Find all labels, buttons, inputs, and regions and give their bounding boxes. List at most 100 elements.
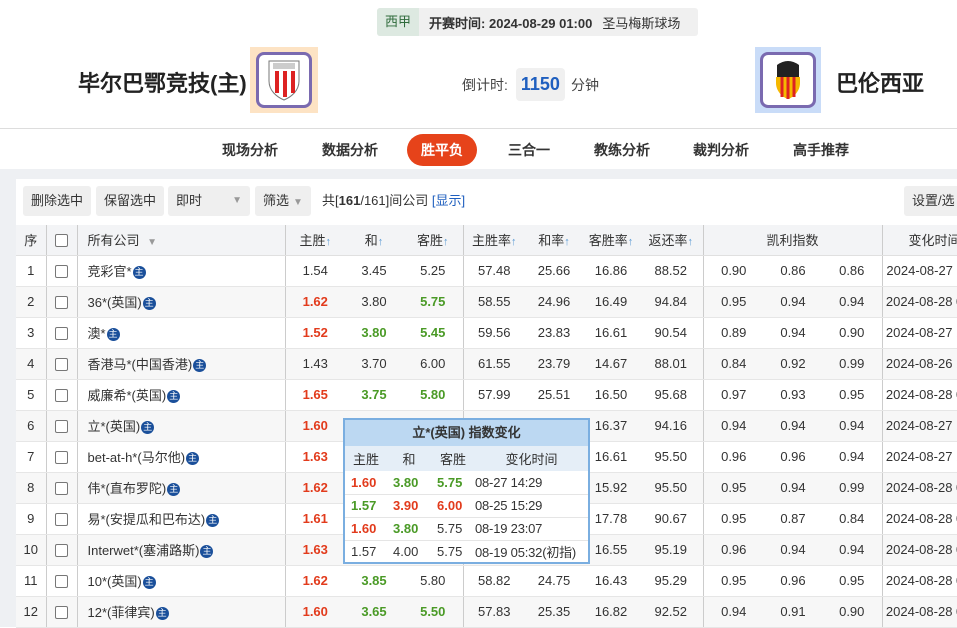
company-name[interactable]: 36*(英国) 主	[76, 286, 285, 318]
home-odds[interactable]: 1.43	[284, 348, 345, 380]
company-name[interactable]: 伟*(直布罗陀) 主	[76, 472, 285, 504]
table-row[interactable]: 11 10*(英国) 主 1.62 3.85 5.80 58.82 24.75 16.43 95.…	[16, 565, 957, 597]
draw-odds[interactable]: 3.75	[345, 379, 403, 411]
show-link[interactable]: [显示]	[431, 193, 466, 208]
draw-odds[interactable]: 3.70	[345, 348, 403, 380]
home-odds[interactable]: 1.65	[284, 379, 345, 411]
draw-odds[interactable]: 3.45	[345, 255, 403, 287]
company-name[interactable]: Interwet*(塞浦路斯) 主	[76, 534, 285, 566]
home-odds[interactable]: 1.60	[284, 596, 345, 628]
company-name[interactable]: 竞彩官* 主	[76, 255, 285, 287]
draw-odds[interactable]: 3.85	[345, 565, 403, 597]
home-odds[interactable]: 1.54	[284, 255, 345, 287]
draw-odds[interactable]: 3.80	[345, 286, 403, 318]
company-name[interactable]: 立*(英国) 主	[76, 410, 285, 442]
col-away[interactable]: 客胜↑	[403, 225, 463, 256]
settings-button[interactable]: 设置/选	[904, 186, 957, 216]
away-odds[interactable]: 5.45	[403, 317, 463, 349]
home-odds[interactable]: 1.62	[284, 565, 345, 597]
main-badge-icon[interactable]: 主	[106, 328, 120, 342]
row-checkbox[interactable]	[45, 565, 77, 597]
main-badge-icon[interactable]: 主	[193, 359, 207, 373]
row-checkbox[interactable]	[45, 503, 77, 535]
tab-1x2[interactable]: 胜平负	[407, 134, 477, 166]
row-checkbox[interactable]	[45, 255, 77, 287]
col-home[interactable]: 主胜↑	[284, 225, 345, 256]
tab-referee[interactable]: 裁判分析	[693, 142, 749, 158]
table-row[interactable]: 5 威廉希*(英国) 主 1.65 3.75 5.80 57.99 25.51 16.50 95.…	[16, 379, 957, 411]
main-badge-icon[interactable]: 主	[167, 483, 181, 497]
away-odds[interactable]: 5.25	[403, 255, 463, 287]
delete-selected-button[interactable]: 删除选中	[23, 186, 92, 216]
company-name[interactable]: 威廉希*(英国) 主	[76, 379, 285, 411]
home-odds[interactable]: 1.60	[284, 410, 345, 442]
main-badge-icon[interactable]: 主	[206, 514, 220, 528]
row-checkbox[interactable]	[45, 379, 77, 411]
table-row[interactable]: 4 香港马*(中国香港) 主 1.43 3.70 6.00 61.55 23.79 14.67 8…	[16, 348, 957, 380]
league-badge[interactable]: 西甲	[377, 8, 420, 36]
company-name[interactable]: 易*(安提瓜和巴布达) 主	[76, 503, 285, 535]
away-odds[interactable]: 6.00	[403, 348, 463, 380]
home-odds[interactable]: 1.63	[284, 441, 345, 473]
away-odds[interactable]: 5.50	[403, 596, 463, 628]
col-draw[interactable]: 和↑	[345, 225, 403, 256]
draw-odds[interactable]: 3.80	[345, 317, 403, 349]
table-row[interactable]: 1 竞彩官* 主 1.54 3.45 5.25 57.48 25.66 16.86 88.52 0.…	[16, 255, 957, 287]
tab-data[interactable]: 数据分析	[322, 142, 378, 158]
away-team-logo[interactable]	[755, 47, 821, 113]
row-checkbox[interactable]	[45, 317, 77, 349]
company-name[interactable]: bet-at-h*(马尔他) 主	[76, 441, 285, 473]
col-away-rate[interactable]: 客胜率↑	[583, 225, 639, 256]
tab-three-in-one[interactable]: 三合一	[508, 142, 550, 158]
col-home-rate[interactable]: 主胜率↑	[462, 225, 525, 256]
tab-expert[interactable]: 高手推荐	[793, 142, 849, 158]
row-checkbox[interactable]	[45, 534, 77, 566]
col-draw-rate[interactable]: 和率↑	[525, 225, 583, 256]
company-name[interactable]: 12*(菲律宾) 主	[76, 596, 285, 628]
home-odds[interactable]: 1.62	[284, 472, 345, 504]
main-badge-icon[interactable]: 主	[155, 607, 169, 621]
col-company-label: 所有公司	[87, 233, 140, 249]
col-time[interactable]: 变化时间↑	[881, 225, 957, 256]
keep-selected-button[interactable]: 保留选中	[96, 186, 165, 216]
row-checkbox[interactable]	[45, 596, 77, 628]
main-badge-icon[interactable]: 主	[142, 297, 156, 311]
tab-onsite[interactable]: 现场分析	[222, 142, 278, 158]
popup-row: 1.60 3.80 5.75 08-19 23:07	[345, 517, 588, 541]
main-badge-icon[interactable]: 主	[141, 421, 155, 435]
row-checkbox[interactable]	[45, 410, 77, 442]
row-checkbox[interactable]	[45, 472, 77, 504]
home-team-logo[interactable]	[250, 47, 318, 113]
draw-rate: 23.79	[525, 348, 583, 380]
mode-select[interactable]: 即时 ▼	[168, 186, 250, 216]
company-name[interactable]: 10*(英国) 主	[76, 565, 285, 597]
home-odds[interactable]: 1.52	[284, 317, 345, 349]
col-return[interactable]: 返还率↑	[639, 225, 703, 256]
company-name[interactable]: 香港马*(中国香港) 主	[76, 348, 285, 380]
select-all-checkbox[interactable]	[45, 225, 77, 256]
tab-coach[interactable]: 教练分析	[594, 142, 650, 158]
draw-odds[interactable]: 3.65	[345, 596, 403, 628]
table-row[interactable]: 2 36*(英国) 主 1.62 3.80 5.75 58.55 24.96 16.49 94.8…	[16, 286, 957, 318]
away-team-name[interactable]: 巴伦西亚	[836, 71, 925, 96]
table-row[interactable]: 3 澳* 主 1.52 3.80 5.45 59.56 23.83 16.61 90.54 0.89…	[16, 317, 957, 349]
main-badge-icon[interactable]: 主	[167, 390, 181, 404]
filter-dropdown[interactable]: 筛选 ▼	[255, 186, 311, 216]
company-name[interactable]: 澳* 主	[76, 317, 285, 349]
home-team-name[interactable]: 毕尔巴鄂竞技(主)	[78, 71, 247, 96]
home-odds[interactable]: 1.61	[284, 503, 345, 535]
row-checkbox[interactable]	[45, 441, 77, 473]
row-checkbox[interactable]	[45, 348, 77, 380]
home-odds[interactable]: 1.63	[284, 534, 345, 566]
main-badge-icon[interactable]: 主	[132, 266, 146, 280]
main-badge-icon[interactable]: 主	[142, 576, 156, 590]
away-odds[interactable]: 5.75	[403, 286, 463, 318]
row-checkbox[interactable]	[45, 286, 77, 318]
col-company[interactable]: 所有公司 ▼	[76, 225, 285, 256]
table-row[interactable]: 12 12*(菲律宾) 主 1.60 3.65 5.50 57.83 25.35 16.82 92…	[16, 596, 957, 628]
main-badge-icon[interactable]: 主	[186, 452, 200, 466]
away-odds[interactable]: 5.80	[403, 379, 463, 411]
away-odds[interactable]: 5.80	[403, 565, 463, 597]
main-badge-icon[interactable]: 主	[200, 545, 214, 559]
home-odds[interactable]: 1.62	[284, 286, 345, 318]
